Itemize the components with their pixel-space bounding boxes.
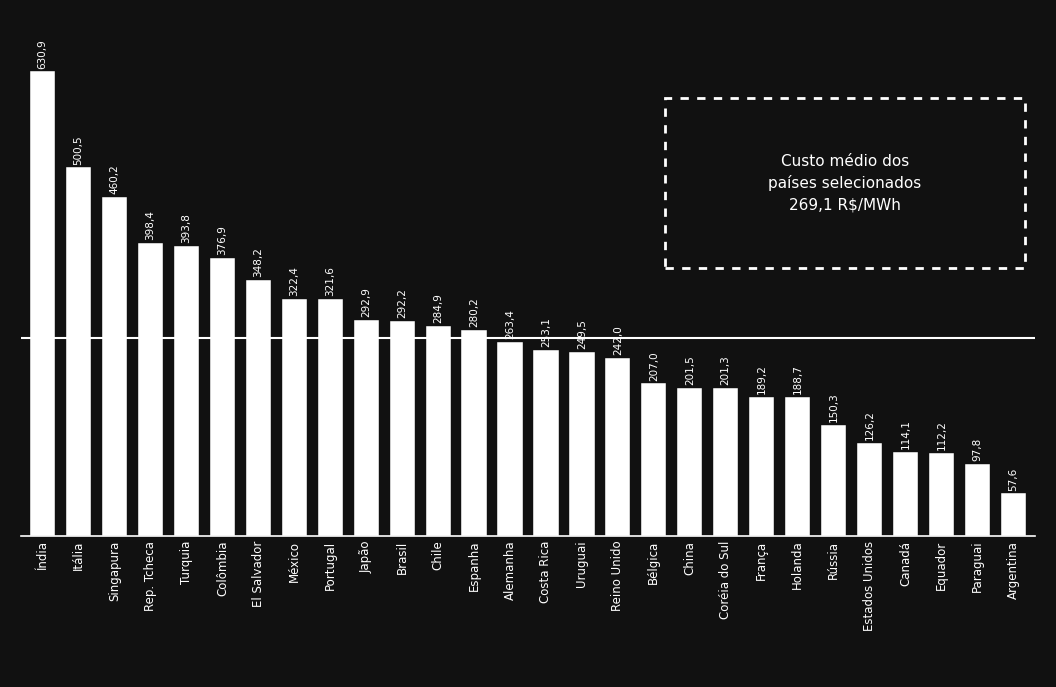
Text: 280,2: 280,2 [469, 297, 479, 326]
Text: 398,4: 398,4 [146, 210, 155, 240]
Bar [497, 342, 523, 536]
Text: 253,1: 253,1 [541, 317, 551, 347]
Text: 249,5: 249,5 [577, 319, 587, 349]
Text: 376,9: 376,9 [218, 225, 227, 256]
Bar [318, 299, 343, 536]
Bar [677, 387, 702, 536]
Bar [641, 383, 666, 536]
Text: 500,5: 500,5 [74, 135, 83, 164]
Text: 188,7: 188,7 [793, 364, 803, 394]
Text: 292,9: 292,9 [361, 287, 372, 317]
Bar [390, 321, 415, 536]
Text: 348,2: 348,2 [253, 247, 263, 277]
Text: 207,0: 207,0 [648, 351, 659, 381]
Text: 630,9: 630,9 [38, 38, 48, 69]
Bar [354, 320, 379, 536]
Bar [246, 280, 271, 536]
Bar [749, 396, 774, 536]
Bar [282, 299, 307, 536]
Bar [785, 397, 810, 536]
Bar [174, 246, 200, 536]
Text: 126,2: 126,2 [865, 410, 874, 440]
Text: Custo médio dos
países selecionados
269,1 R$/MWh: Custo médio dos países selecionados 269,… [768, 154, 922, 212]
Text: 201,3: 201,3 [720, 355, 731, 385]
Text: 112,2: 112,2 [937, 420, 946, 451]
Text: 321,6: 321,6 [325, 267, 336, 296]
Text: 114,1: 114,1 [901, 419, 910, 449]
Text: 189,2: 189,2 [757, 364, 767, 394]
Text: 57,6: 57,6 [1008, 467, 1018, 491]
Bar [713, 387, 738, 536]
Text: 263,4: 263,4 [505, 309, 515, 339]
Text: 322,4: 322,4 [289, 266, 299, 295]
Text: 393,8: 393,8 [182, 213, 191, 243]
FancyBboxPatch shape [665, 98, 1024, 268]
Text: 460,2: 460,2 [110, 164, 119, 194]
Bar [605, 358, 630, 536]
Bar [856, 443, 882, 536]
Text: 292,2: 292,2 [397, 288, 408, 318]
Bar [210, 258, 235, 536]
Text: 284,9: 284,9 [433, 293, 444, 323]
Bar [1001, 493, 1025, 536]
Text: 97,8: 97,8 [973, 438, 982, 461]
Bar [821, 425, 846, 536]
Text: 242,0: 242,0 [612, 325, 623, 354]
Bar [461, 330, 487, 536]
Bar [138, 243, 163, 536]
Bar [426, 326, 451, 536]
Text: 150,3: 150,3 [829, 392, 838, 423]
Bar [569, 352, 595, 536]
Bar [533, 350, 559, 536]
Bar [965, 464, 989, 536]
Text: 201,5: 201,5 [684, 355, 695, 385]
Bar [67, 168, 91, 536]
Bar [102, 197, 127, 536]
Bar [893, 452, 918, 536]
Bar [929, 453, 954, 536]
Bar [31, 71, 55, 536]
